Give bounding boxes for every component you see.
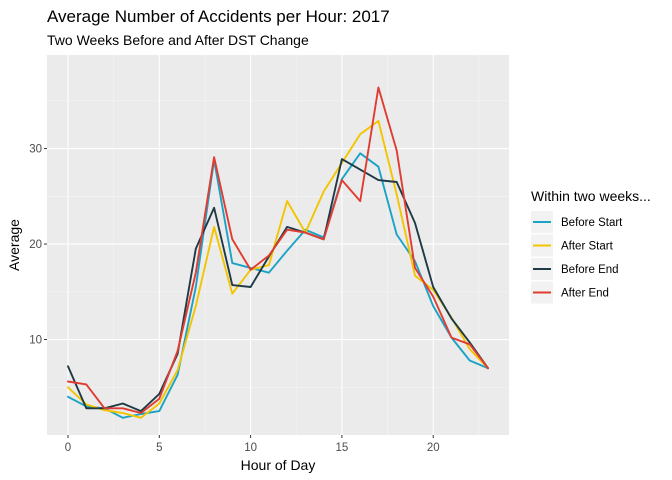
legend-label-before-end: Before End [561, 264, 619, 276]
series-line-after-end [67, 86, 489, 414]
x-tick-label: 0 [65, 442, 71, 454]
y-tick-label: 10 [29, 335, 42, 347]
legend-label-after-end: After End [561, 288, 609, 300]
legend: Within two weeks... Before Start After St… [531, 188, 651, 304]
x-axis: 0 5 10 15 20 [65, 435, 440, 454]
legend-label-before-start: Before Start [561, 217, 623, 229]
x-tick-label: 10 [244, 442, 257, 454]
series-lines [67, 86, 489, 419]
x-tick-label: 15 [336, 442, 349, 454]
series-line-after-start [67, 119, 489, 419]
x-tick-label: 5 [156, 442, 162, 454]
plot-panel [47, 55, 509, 435]
y-axis-title: Average [6, 219, 22, 271]
y-axis: 10 20 30 [29, 144, 47, 347]
x-tick-label: 20 [427, 442, 440, 454]
legend-title: Within two weeks... [531, 188, 651, 204]
chart-subtitle: Two Weeks Before and After DST Change [47, 32, 309, 48]
x-axis-title: Hour of Day [241, 457, 316, 473]
series-line-before-start [67, 152, 489, 419]
legend-label-after-start: After Start [561, 241, 614, 253]
y-tick-label: 20 [29, 239, 42, 251]
chart-title: Average Number of Accidents per Hour: 20… [47, 7, 390, 26]
y-tick-label: 30 [29, 144, 42, 156]
grid-major [47, 55, 509, 435]
